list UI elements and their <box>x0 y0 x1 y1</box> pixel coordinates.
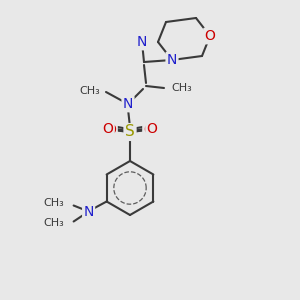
Text: S: S <box>125 124 135 140</box>
Text: N: N <box>167 53 177 67</box>
Text: O: O <box>106 123 116 137</box>
Text: O: O <box>147 122 158 136</box>
Text: CH₃: CH₃ <box>79 86 100 96</box>
Text: S: S <box>125 124 135 140</box>
Text: N: N <box>123 97 133 111</box>
Text: N: N <box>137 35 147 49</box>
Text: CH₃: CH₃ <box>44 218 64 229</box>
Text: CH₃: CH₃ <box>171 83 192 93</box>
Text: O: O <box>144 123 154 137</box>
Text: CH₃: CH₃ <box>44 199 64 208</box>
Text: O: O <box>103 122 113 136</box>
Text: N: N <box>83 205 94 218</box>
Text: O: O <box>205 29 215 43</box>
